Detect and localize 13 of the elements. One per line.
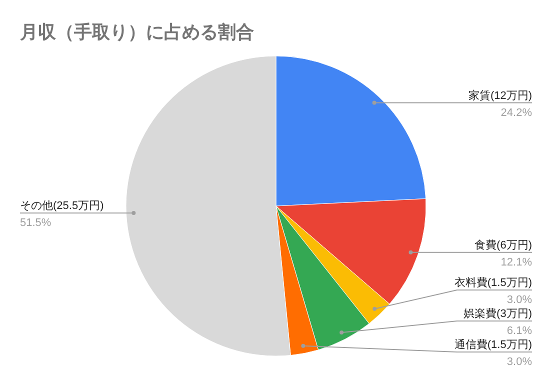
chart-title: 月収（手取り）に占める割合 <box>19 22 254 42</box>
slice-label: 家賃(12万円) <box>468 88 532 102</box>
slice-label: その他(25.5万円) <box>20 200 104 212</box>
data-label: 51.5% <box>20 216 52 229</box>
data-label: 3.0% <box>506 294 532 306</box>
data-label: 24.2% <box>500 106 532 119</box>
data-label: 3.0% <box>506 356 532 368</box>
data-label: 12.1% <box>500 256 532 268</box>
slice-label: 娯楽費(3万円) <box>464 307 532 320</box>
data-label: 6.1% <box>506 325 532 337</box>
slice-label: 衣料費(1.5万円) <box>454 276 532 289</box>
slice-label: 食費(6万円) <box>474 238 532 252</box>
slice-label: 通信費(1.5万円) <box>454 338 532 351</box>
